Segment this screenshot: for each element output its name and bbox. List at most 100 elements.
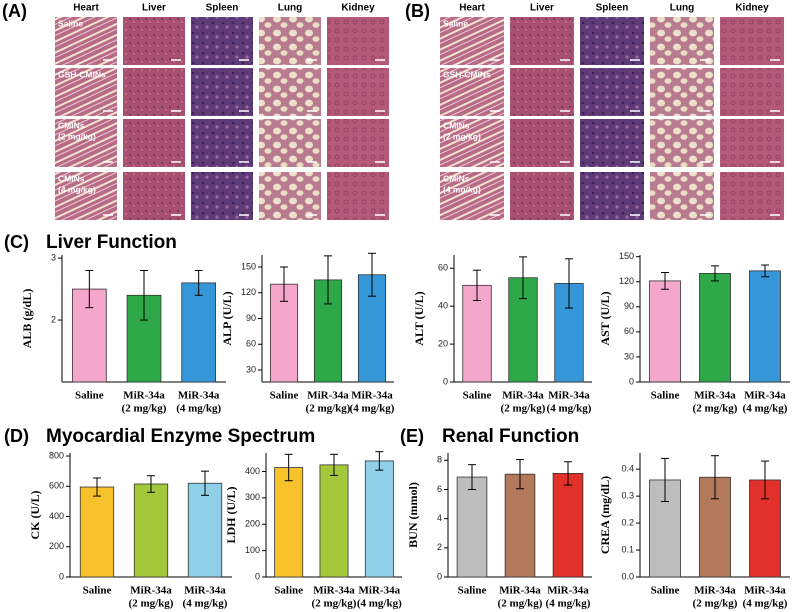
row-label: GSH-CMINs xyxy=(58,69,106,79)
histology-image xyxy=(510,17,574,65)
y-tick-label: 200 xyxy=(245,519,260,529)
y-tick-label: 40 xyxy=(438,301,448,311)
row-label: (4 mg/kg) xyxy=(443,184,481,194)
y-tick-label: 150 xyxy=(619,251,634,261)
y-tick-label: 0 xyxy=(437,571,442,581)
x-tick-label: Saline xyxy=(270,390,299,402)
section-title: Myocardial Enzyme Spectrum xyxy=(46,426,315,447)
bar xyxy=(274,467,304,578)
x-tick-label: MiR-34a xyxy=(694,585,736,597)
row-label: CMINs xyxy=(443,120,470,130)
row-label: (2 mg/kg) xyxy=(443,131,481,141)
row-label: CMINs xyxy=(443,173,470,183)
histology-image xyxy=(327,17,389,65)
x-tick-label: (2 mg/kg) xyxy=(693,598,738,610)
x-tick-label: (4 mg/kg) xyxy=(350,403,395,415)
x-tick-label: MiR-34a xyxy=(123,390,165,402)
x-tick-label: MiR-34a xyxy=(744,585,786,597)
y-tick-label: 0.0 xyxy=(621,571,634,581)
section-label: (E) xyxy=(400,426,424,446)
histology-image xyxy=(191,17,253,65)
y-axis-label: CK (U/L) xyxy=(28,491,42,540)
y-axis-label: LDH (U/L) xyxy=(224,486,238,543)
histology-image xyxy=(259,172,321,220)
y-tick-label: 3 xyxy=(51,252,56,262)
histology-image xyxy=(720,68,784,116)
y-tick-label: 0.3 xyxy=(621,491,634,501)
x-tick-label: (4 mg/kg) xyxy=(183,598,228,610)
x-tick-label: MiR-34a xyxy=(548,390,590,402)
panel-label: (A) xyxy=(2,1,27,21)
x-tick-label: MiR-34a xyxy=(178,390,220,402)
y-tick-label: 0 xyxy=(255,571,260,581)
histology-image xyxy=(440,17,504,65)
y-tick-label: 90 xyxy=(246,313,256,323)
y-tick-label: 0 xyxy=(629,376,634,386)
y-tick-label: 0 xyxy=(443,376,448,386)
column-header: Lung xyxy=(670,3,694,14)
bar xyxy=(319,464,349,578)
histology-image xyxy=(327,172,389,220)
histology-image xyxy=(510,172,574,220)
bar xyxy=(181,282,217,383)
y-tick-label: 100 xyxy=(245,545,260,555)
column-header: Lung xyxy=(278,3,302,14)
x-tick-label: Saline xyxy=(651,585,680,597)
x-tick-label: Saline xyxy=(463,390,492,402)
y-tick-label: 400 xyxy=(245,466,260,476)
bar xyxy=(79,486,115,578)
y-tick-label: 800 xyxy=(49,450,64,460)
histology-image xyxy=(440,68,504,116)
y-tick-label: 20 xyxy=(438,338,448,348)
bar xyxy=(187,482,223,578)
y-tick-label: 150 xyxy=(241,261,256,271)
section-title: Renal Function xyxy=(442,426,579,447)
y-axis-label: CREA (mg/dL) xyxy=(598,476,612,554)
column-header: Kidney xyxy=(735,3,769,14)
row-label: GSH-CMINs xyxy=(443,69,491,79)
x-tick-label: MiR-34a xyxy=(313,585,355,597)
row-label: Saline xyxy=(443,18,468,28)
bar xyxy=(699,272,731,383)
x-tick-label: (2 mg/kg) xyxy=(498,598,543,610)
histology-image xyxy=(650,17,714,65)
y-tick-label: 120 xyxy=(241,287,256,297)
histology-image xyxy=(510,119,574,167)
y-axis-label: ALB (g/dL) xyxy=(20,289,34,349)
column-header: Heart xyxy=(73,3,99,14)
histology-image xyxy=(259,119,321,167)
x-tick-label: (2 mg/kg) xyxy=(129,598,174,610)
y-tick-label: 0.1 xyxy=(621,544,634,554)
y-tick-label: 600 xyxy=(49,481,64,491)
histology-image xyxy=(720,119,784,167)
x-tick-label: MiR-34a xyxy=(744,390,786,402)
x-tick-label: MiR-34a xyxy=(307,390,349,402)
bar xyxy=(552,473,584,578)
histology-image xyxy=(580,119,644,167)
x-tick-label: (4 mg/kg) xyxy=(743,403,788,415)
y-axis-label: ALT (U/L) xyxy=(412,291,426,345)
y-tick-label: 400 xyxy=(49,511,64,521)
column-header: Liver xyxy=(530,3,554,14)
x-tick-label: Saline xyxy=(83,585,112,597)
bar xyxy=(749,270,781,383)
y-axis-label: AST (U/L) xyxy=(598,291,612,345)
y-tick-label: 60 xyxy=(246,339,256,349)
histology-image xyxy=(55,68,117,116)
histology-image xyxy=(55,119,117,167)
histology-image xyxy=(55,17,117,65)
histology-image xyxy=(650,68,714,116)
y-axis-label: BUN (mmol) xyxy=(406,482,420,548)
y-tick-label: 4 xyxy=(437,513,442,523)
y-tick-label: 60 xyxy=(438,263,448,273)
x-tick-label: Saline xyxy=(75,390,104,402)
x-tick-label: (4 mg/kg) xyxy=(547,403,592,415)
y-tick-label: 0.4 xyxy=(621,464,634,474)
histology-image xyxy=(440,172,504,220)
row-label: (4 mg/kg) xyxy=(58,184,96,194)
y-tick-label: 30 xyxy=(246,364,256,374)
histology-image xyxy=(440,119,504,167)
column-header: Liver xyxy=(142,3,166,14)
section-label: (C) xyxy=(4,232,29,252)
